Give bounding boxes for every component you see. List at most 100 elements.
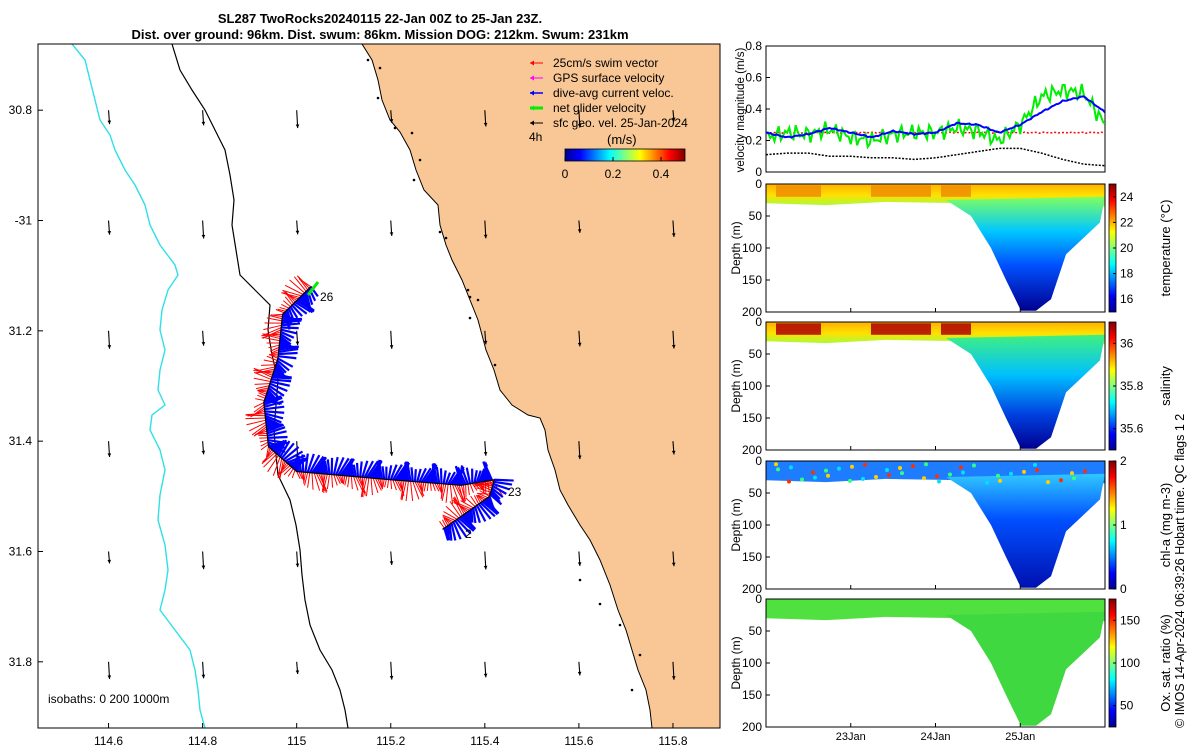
- credit-text: © IMOS 14-Apr-2024 06:39:26 Hobart time.…: [1173, 414, 1187, 728]
- swim-vector: [251, 424, 267, 436]
- swim-vector: [303, 472, 306, 484]
- dive-avg-vector: [350, 462, 355, 477]
- swim-vector: [321, 473, 326, 493]
- geo-vector-head: [107, 675, 112, 680]
- deep-section: [946, 334, 1105, 449]
- dive-avg-vector: [454, 466, 465, 486]
- profile-panel-0: 0 50 100 150 200 Depth (m) 16 18 20 22 24 temperatu…: [729, 177, 1173, 319]
- map-x-tick-label: 115.6: [564, 734, 593, 748]
- swim-vector: [283, 466, 293, 476]
- colorbar-tick-label: 35.8: [1120, 379, 1144, 393]
- swim-vector: [344, 475, 348, 486]
- swim-vector: [293, 276, 307, 292]
- dive-avg-vector: [458, 517, 475, 532]
- dive-avg-vector: [491, 487, 504, 498]
- swim-vector: [266, 317, 282, 322]
- dive-avg-vector: [447, 471, 456, 485]
- chl-dot: [911, 464, 915, 469]
- swim-vector: [339, 475, 344, 484]
- surface-patch: [776, 323, 821, 335]
- legend-swim-arrow-icon: [530, 60, 534, 66]
- geo-vector-head: [201, 234, 206, 239]
- swim-vector: [282, 300, 291, 308]
- geo-vector-head: [389, 452, 394, 456]
- map-frame: [37, 43, 721, 729]
- geo-vector-head: [671, 676, 676, 680]
- dive-avg-current-vectors: [263, 286, 514, 541]
- swim-vector: [265, 337, 280, 342]
- island-dot: [578, 578, 582, 582]
- dive-avg-vector: [322, 461, 327, 475]
- colorbar-tick-label: 24: [1120, 190, 1134, 204]
- swim-vector: [360, 477, 366, 498]
- geo-vector-head: [671, 117, 676, 122]
- dive-avg-vector: [326, 459, 331, 475]
- geo-vector-head: [295, 124, 300, 129]
- dive-avg-vector: [483, 499, 500, 515]
- swim-vector: [284, 296, 293, 306]
- swim-vector: [268, 344, 280, 349]
- profile-panel-2: 0 50 100 150 200 Depth (m) 0 1 2 chl-a (mg m-3): [729, 454, 1173, 596]
- swim-vector: [258, 366, 276, 371]
- dive-avg-vector: [264, 410, 285, 414]
- depth-tick-label: 150: [742, 411, 762, 425]
- dive-avg-vector: [267, 430, 287, 437]
- chl-dot: [1072, 476, 1076, 481]
- legend-4h: 4h: [529, 130, 542, 144]
- swim-vector: [298, 471, 303, 480]
- geo-vector-head: [483, 452, 488, 456]
- dive-avg-vector: [404, 463, 410, 482]
- dive-avg-vector: [332, 456, 339, 476]
- dive-avg-vector: [279, 333, 292, 342]
- dive-avg-vector: [276, 359, 290, 372]
- swim-vector: [245, 417, 266, 420]
- chl-dot: [959, 465, 963, 470]
- chl-dot: [961, 470, 965, 475]
- chl-dot: [874, 475, 878, 479]
- swim-vector: [412, 481, 420, 500]
- geo-vector-head: [671, 344, 676, 349]
- swim-vector: [246, 419, 266, 426]
- dive-avg-vector: [277, 355, 297, 360]
- map-x-tick-label: 115.8: [658, 734, 687, 748]
- swim-vector: [471, 483, 478, 491]
- island-dot: [376, 96, 380, 100]
- dive-avg-vector: [263, 400, 284, 409]
- dive-avg-vector: [275, 439, 286, 455]
- map-y-tick-label: 31.8: [9, 655, 33, 669]
- swim-vector: [439, 521, 445, 529]
- surface-patch: [941, 185, 971, 197]
- dive-avg-vector: [264, 405, 285, 411]
- geo-velocity-vectors: [107, 110, 676, 680]
- colorbar-tick-label: 18: [1120, 267, 1134, 281]
- dive-avg-vector: [268, 384, 285, 397]
- swim-vector: [390, 479, 393, 490]
- dive-avg-vector: [363, 460, 374, 478]
- dive-avg-vector: [281, 319, 302, 325]
- dive-avg-vector: [291, 304, 303, 317]
- colorbar-tick-label: 16: [1120, 292, 1134, 306]
- legend-net: net glider velocity: [553, 101, 646, 115]
- swim-vector: [258, 390, 267, 395]
- dive-avg-vector: [448, 524, 453, 541]
- swim-vector: [258, 390, 268, 393]
- colorbar-tick-label: 22: [1120, 215, 1134, 229]
- depth-tick-label: 100: [742, 656, 762, 670]
- colorbar-tick-label: 20: [1120, 241, 1134, 255]
- dive-avg-vector: [381, 466, 386, 480]
- geo-vector-head: [389, 345, 394, 349]
- swim-vector: [333, 474, 338, 486]
- swim-vector: [355, 476, 364, 492]
- map-y-tick-label: 31.2: [9, 324, 33, 338]
- dive-avg-vector: [491, 485, 507, 495]
- time-tick-label: 25Jan: [1005, 731, 1035, 743]
- chl-dot: [800, 477, 804, 482]
- dive-avg-vector: [490, 489, 501, 500]
- swim-vector: [254, 368, 273, 378]
- swim-vector: [410, 481, 414, 501]
- chl-dot: [837, 466, 841, 471]
- dive-avg-vector: [266, 423, 283, 431]
- geo-vector-head: [295, 341, 300, 346]
- swim-vector: [405, 481, 409, 502]
- swim-vector: [245, 413, 265, 416]
